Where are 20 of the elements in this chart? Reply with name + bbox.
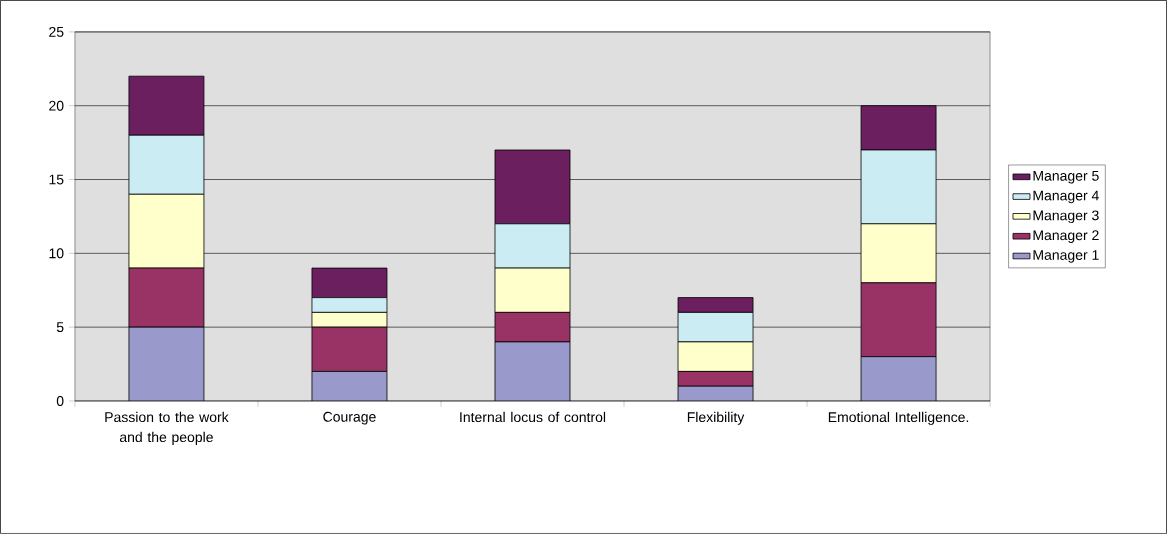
y-tick-label: 20 (49, 100, 64, 111)
legend-label: Manager 5 (1033, 171, 1099, 184)
bar (860, 356, 937, 402)
x-tick-label: Courage (323, 411, 376, 425)
x-tick-label: Passion to the work and the people (105, 411, 229, 445)
x-tick-label: Flexibility (687, 411, 745, 425)
y-tick-label: 25 (49, 26, 64, 37)
y-tick-label: 15 (49, 174, 64, 185)
bar (494, 341, 571, 402)
legend-label: Manager 2 (1033, 230, 1099, 244)
y-tick-label: 0 (56, 396, 64, 406)
bar (128, 326, 205, 402)
legend-label: Manager 4 (1033, 190, 1099, 204)
x-tick-label: Emotional Intelligence. (828, 411, 969, 425)
legend-label: Manager 1 (1033, 250, 1099, 263)
y-tick-label: 5 (56, 322, 64, 333)
legend-label: Manager 3 (1033, 210, 1099, 224)
x-tick-label: Internal locus of control (460, 411, 606, 423)
bar (311, 371, 388, 402)
y-tick-label: 10 (49, 248, 64, 259)
